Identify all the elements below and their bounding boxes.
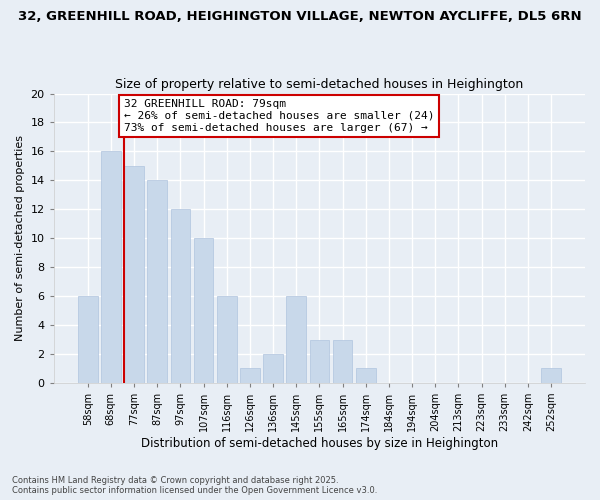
Bar [78,296,98,383]
Title: Size of property relative to semi-detached houses in Heighington: Size of property relative to semi-detach… [115,78,523,91]
Bar [217,296,236,383]
Y-axis label: Number of semi-detached properties: Number of semi-detached properties [15,135,25,341]
Bar [170,210,190,383]
Bar [286,296,306,383]
Bar [148,180,167,383]
X-axis label: Distribution of semi-detached houses by size in Heighington: Distribution of semi-detached houses by … [141,437,498,450]
Bar [541,368,561,383]
Bar [194,238,214,383]
Text: 32 GREENHILL ROAD: 79sqm
← 26% of semi-detached houses are smaller (24)
73% of s: 32 GREENHILL ROAD: 79sqm ← 26% of semi-d… [124,100,434,132]
Bar [240,368,260,383]
Bar [124,166,144,383]
Bar [356,368,376,383]
Text: Contains HM Land Registry data © Crown copyright and database right 2025.
Contai: Contains HM Land Registry data © Crown c… [12,476,377,495]
Bar [101,152,121,383]
Bar [332,340,352,383]
Bar [263,354,283,383]
Text: 32, GREENHILL ROAD, HEIGHINGTON VILLAGE, NEWTON AYCLIFFE, DL5 6RN: 32, GREENHILL ROAD, HEIGHINGTON VILLAGE,… [18,10,582,23]
Bar [310,340,329,383]
